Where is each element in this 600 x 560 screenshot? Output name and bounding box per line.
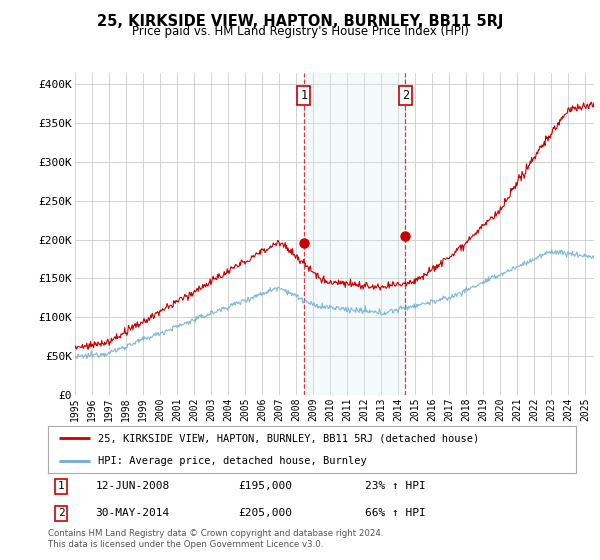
Text: 1: 1 xyxy=(58,482,65,492)
Bar xyxy=(304,73,405,395)
Text: 25, KIRKSIDE VIEW, HAPTON, BURNLEY, BB11 5RJ (detached house): 25, KIRKSIDE VIEW, HAPTON, BURNLEY, BB11… xyxy=(98,433,479,444)
Text: 25, KIRKSIDE VIEW, HAPTON, BURNLEY, BB11 5RJ: 25, KIRKSIDE VIEW, HAPTON, BURNLEY, BB11… xyxy=(97,14,503,29)
Text: 1: 1 xyxy=(301,89,307,102)
Text: 23% ↑ HPI: 23% ↑ HPI xyxy=(365,482,425,492)
Text: 66% ↑ HPI: 66% ↑ HPI xyxy=(365,508,425,518)
Text: £195,000: £195,000 xyxy=(238,482,292,492)
Text: 2: 2 xyxy=(58,508,65,518)
Text: HPI: Average price, detached house, Burnley: HPI: Average price, detached house, Burn… xyxy=(98,456,367,466)
Text: 30-MAY-2014: 30-MAY-2014 xyxy=(95,508,170,518)
Text: Price paid vs. HM Land Registry's House Price Index (HPI): Price paid vs. HM Land Registry's House … xyxy=(131,25,469,38)
Text: Contains HM Land Registry data © Crown copyright and database right 2024.
This d: Contains HM Land Registry data © Crown c… xyxy=(48,529,383,549)
Text: 2: 2 xyxy=(402,89,409,102)
Text: £205,000: £205,000 xyxy=(238,508,292,518)
Text: 12-JUN-2008: 12-JUN-2008 xyxy=(95,482,170,492)
